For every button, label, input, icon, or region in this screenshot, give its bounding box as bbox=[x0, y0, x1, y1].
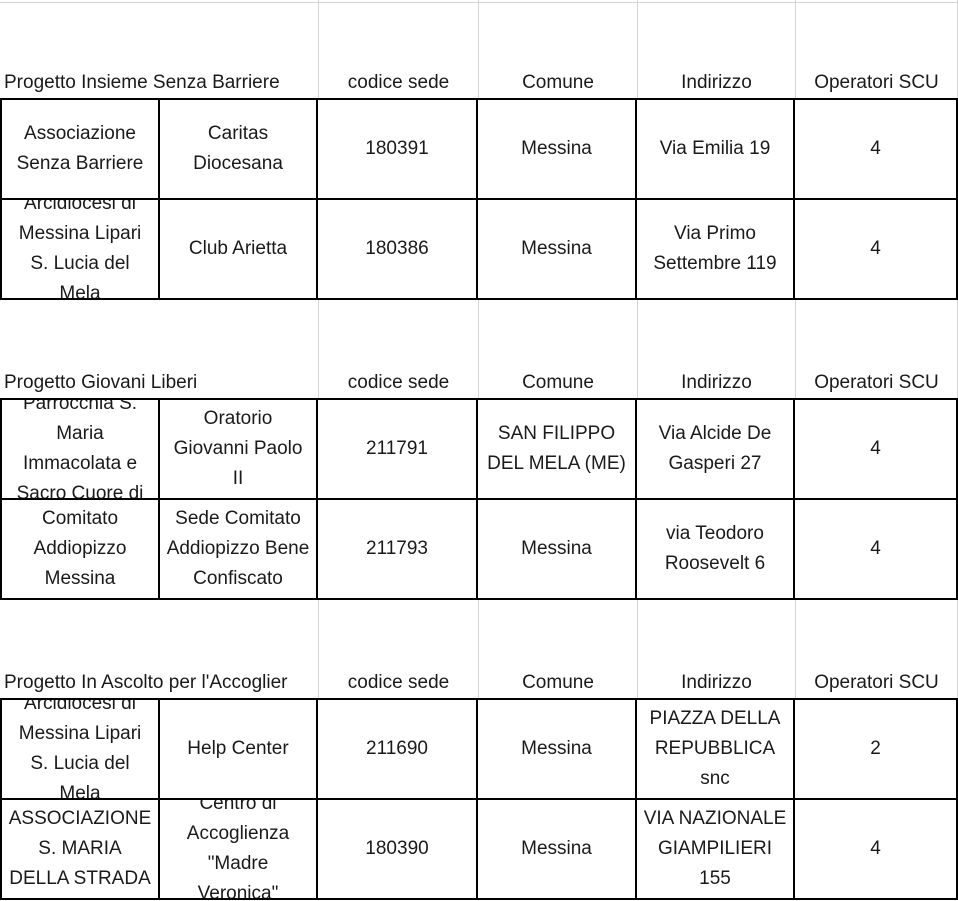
column-header-codice-sede: codice sede bbox=[318, 600, 478, 698]
cell-operatori-scu: 4 bbox=[795, 500, 958, 598]
cell-codice-sede: 180391 bbox=[318, 100, 478, 198]
cell-ente: Arcidiocesi di Messina Lipari S. Lucia d… bbox=[2, 700, 160, 798]
column-header-operatori-scu: Operatori SCU bbox=[795, 0, 958, 98]
cell-comune: Messina bbox=[478, 800, 637, 898]
cell-sede: Club Arietta bbox=[160, 200, 318, 298]
cell-comune: Messina bbox=[478, 500, 637, 598]
column-header-operatori-scu: Operatori SCU bbox=[795, 300, 958, 398]
cell-indirizzo: via Teodoro Roosevelt 6 bbox=[637, 500, 795, 598]
table-row: Arcidiocesi di Messina Lipari S. Lucia d… bbox=[0, 700, 958, 800]
table-title: Progetto Insieme Senza Barriere bbox=[4, 72, 280, 93]
cell-operatori-scu: 4 bbox=[795, 800, 958, 898]
cell-sede: Sede Comitato Addiopizzo Bene Confiscato bbox=[160, 500, 318, 598]
spreadsheet-gridline bbox=[0, 2, 958, 3]
cell-codice-sede: 180390 bbox=[318, 800, 478, 898]
table-row: Associazione Senza Barriere Caritas Dioc… bbox=[0, 100, 958, 200]
project-table-giovani-liberi: Progetto Giovani Liberi codice sede Comu… bbox=[0, 300, 958, 600]
cell-operatori-scu: 2 bbox=[795, 700, 958, 798]
table-row: Comitato Addiopizzo Messina Sede Comitat… bbox=[0, 500, 958, 600]
table-row: Arcidiocesi di Messina Lipari S. Lucia d… bbox=[0, 200, 958, 300]
table-title: Progetto In Ascolto per l'Accoglier bbox=[4, 672, 288, 693]
table-row: ASSOCIAZIONE S. MARIA DELLA STRADA Centr… bbox=[0, 800, 958, 900]
cell-codice-sede: 180386 bbox=[318, 200, 478, 298]
cell-ente: Arcidiocesi di Messina Lipari S. Lucia d… bbox=[2, 200, 160, 298]
table-title: Progetto Giovani Liberi bbox=[4, 372, 198, 393]
table-header-row: Progetto Insieme Senza Barriere codice s… bbox=[0, 0, 958, 100]
column-header-codice-sede: codice sede bbox=[318, 300, 478, 398]
column-header-codice-sede: codice sede bbox=[318, 0, 478, 98]
cell-sede: Caritas Diocesana bbox=[160, 100, 318, 198]
column-header-comune: Comune bbox=[478, 0, 637, 98]
cell-indirizzo: VIA NAZIONALE GIAMPILIERI 155 bbox=[637, 800, 795, 898]
cell-codice-sede: 211793 bbox=[318, 500, 478, 598]
project-table-in-ascolto-accoglienza: Progetto In Ascolto per l'Accoglier codi… bbox=[0, 600, 958, 900]
cell-indirizzo: Via Alcide De Gasperi 27 bbox=[637, 400, 795, 498]
cell-indirizzo: Via Primo Settembre 119 bbox=[637, 200, 795, 298]
cell-comune: Messina bbox=[478, 700, 637, 798]
cell-indirizzo: PIAZZA DELLA REPUBBLICA snc bbox=[637, 700, 795, 798]
cell-comune: SAN FILIPPO DEL MELA (ME) bbox=[478, 400, 637, 498]
table-row: Parrocchia S. Maria Immacolata e Sacro C… bbox=[0, 400, 958, 500]
column-header-indirizzo: Indirizzo bbox=[637, 0, 795, 98]
column-header-indirizzo: Indirizzo bbox=[637, 600, 795, 698]
cell-operatori-scu: 4 bbox=[795, 400, 958, 498]
cell-ente: Associazione Senza Barriere bbox=[2, 100, 160, 198]
cell-ente: ASSOCIAZIONE S. MARIA DELLA STRADA bbox=[2, 800, 160, 898]
column-header-comune: Comune bbox=[478, 300, 637, 398]
cell-comune: Messina bbox=[478, 200, 637, 298]
cell-operatori-scu: 4 bbox=[795, 100, 958, 198]
cell-ente: Comitato Addiopizzo Messina bbox=[2, 500, 160, 598]
cell-sede: Centro di Accoglienza "Madre Veronica" bbox=[160, 800, 318, 898]
cell-indirizzo: Via Emilia 19 bbox=[637, 100, 795, 198]
cell-operatori-scu: 4 bbox=[795, 200, 958, 298]
cell-codice-sede: 211690 bbox=[318, 700, 478, 798]
cell-sede: Oratorio Giovanni Paolo II bbox=[160, 400, 318, 498]
column-header-operatori-scu: Operatori SCU bbox=[795, 600, 958, 698]
cell-comune: Messina bbox=[478, 100, 637, 198]
table-header-row: Progetto In Ascolto per l'Accoglier codi… bbox=[0, 600, 958, 700]
cell-codice-sede: 211791 bbox=[318, 400, 478, 498]
cell-ente: Parrocchia S. Maria Immacolata e Sacro C… bbox=[2, 400, 160, 498]
project-table-insieme-senza-barriere: Progetto Insieme Senza Barriere codice s… bbox=[0, 0, 958, 300]
table-header-row: Progetto Giovani Liberi codice sede Comu… bbox=[0, 300, 958, 400]
column-header-comune: Comune bbox=[478, 600, 637, 698]
cell-sede: Help Center bbox=[160, 700, 318, 798]
column-header-indirizzo: Indirizzo bbox=[637, 300, 795, 398]
